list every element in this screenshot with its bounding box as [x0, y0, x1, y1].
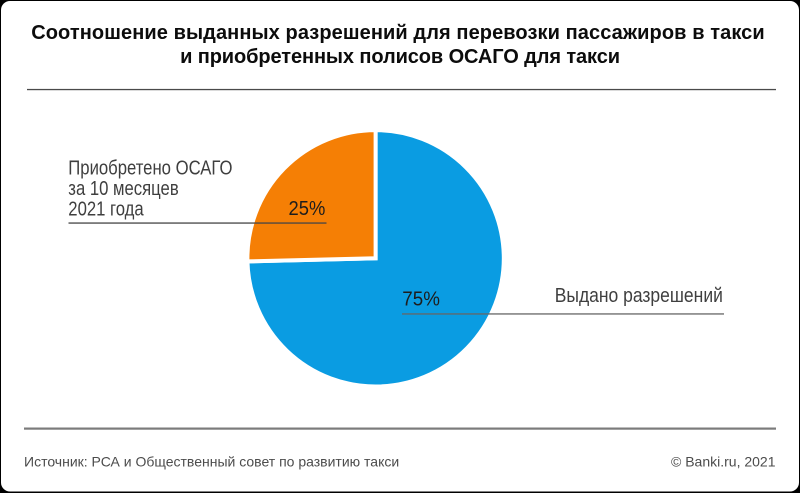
- svg-text:Приобретено ОСАГО: Приобретено ОСАГО: [68, 156, 232, 179]
- svg-text:и приобретенных полисов ОСАГО: и приобретенных полисов ОСАГО для такси: [180, 46, 620, 68]
- svg-text:75%: 75%: [402, 288, 440, 311]
- svg-text:Источник: РСА и Общественный с: Источник: РСА и Общественный совет по ра…: [24, 454, 399, 470]
- svg-text:Выдано разрешений: Выдано разрешений: [555, 284, 723, 306]
- svg-text:© Banki.ru, 2021: © Banki.ru, 2021: [671, 454, 776, 470]
- svg-text:Соотношение выданных разрешени: Соотношение выданных разрешений для пере…: [31, 22, 765, 44]
- svg-text:за 10 месяцев: за 10 месяцев: [68, 177, 178, 200]
- svg-text:25%: 25%: [289, 198, 326, 220]
- svg-text:2021 года: 2021 года: [68, 197, 144, 220]
